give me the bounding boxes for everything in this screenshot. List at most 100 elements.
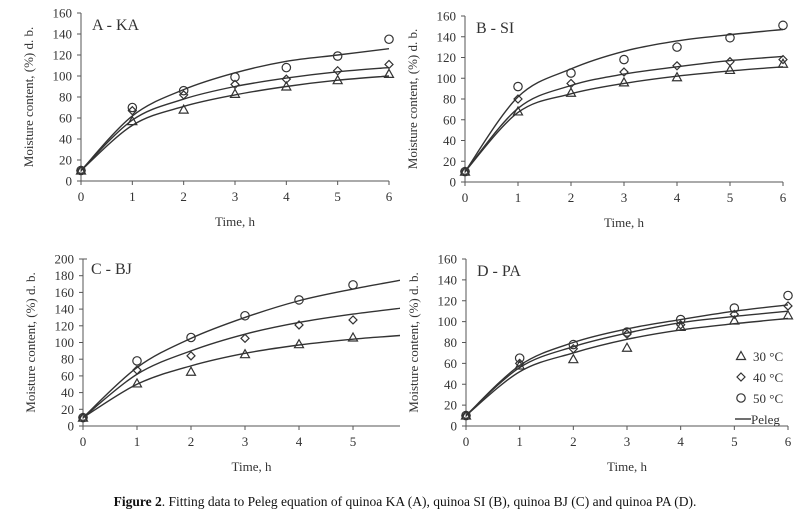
data-point-diamond: [729, 309, 740, 320]
peleg-fit-line: [81, 48, 389, 171]
data-point-circle: [672, 42, 682, 52]
legend: 30 °C 40 °C 50 °C Peleg: [735, 349, 783, 427]
x-tick-label: 0: [78, 189, 85, 204]
x-tick-label: 2: [180, 189, 187, 204]
x-tick-label: 4: [677, 434, 684, 449]
data-point-diamond: [778, 54, 788, 65]
x-tick-label: 6: [386, 189, 393, 204]
data-point-diamond: [513, 94, 523, 104]
y-tick-label: 160: [437, 9, 457, 24]
y-tick-label: 20: [443, 154, 456, 169]
y-tick-label: 100: [438, 314, 458, 329]
x-axis-label: Time, h: [215, 214, 255, 229]
peleg-fit-line: [465, 28, 783, 173]
x-tick-label: 6: [780, 190, 787, 205]
x-tick-label: 5: [334, 189, 341, 204]
y-axis-label: Moisture content, (%) d. b.: [23, 272, 38, 412]
y-tick-label: 80: [59, 90, 72, 105]
y-axis-label: Moisture content, (%) d. b.: [406, 272, 421, 412]
data-point-triangle: [782, 309, 794, 320]
panel-title: B - SI: [476, 20, 514, 37]
legend-label: 30 °C: [753, 349, 783, 364]
y-tick-label: 20: [59, 153, 72, 168]
peleg-fit-line: [83, 307, 400, 419]
data-point-circle: [622, 327, 632, 337]
data-point-triangle: [126, 115, 138, 126]
y-tick-label: 160: [438, 252, 458, 267]
y-tick-label: 140: [437, 29, 457, 44]
y-tick-label: 120: [437, 50, 457, 65]
data-point-diamond: [622, 329, 632, 339]
data-point-circle: [76, 165, 86, 176]
data-point-triangle: [671, 71, 683, 82]
x-tick-label: 2: [568, 190, 575, 205]
y-tick-label: 100: [53, 69, 73, 84]
data-point-triangle: [178, 103, 190, 114]
data-point-circle: [230, 72, 240, 82]
x-tick-label: 0: [462, 190, 469, 205]
y-axis-label: Moisture content, (%) d. b.: [405, 29, 420, 169]
data-point-circle: [566, 68, 576, 78]
y-tick-label: 20: [444, 398, 457, 413]
data-point-circle: [178, 85, 189, 96]
y-tick-label: 160: [55, 285, 75, 300]
data-point-circle: [619, 54, 629, 65]
data-point-circle: [729, 303, 740, 313]
x-tick-label: 0: [80, 434, 87, 449]
peleg-fit-line: [81, 66, 389, 171]
data-point-diamond: [186, 351, 196, 361]
data-point-diamond: [384, 59, 394, 70]
series-circle: [461, 290, 793, 421]
x-tick-label: 5: [731, 434, 738, 449]
series-circle: [76, 34, 394, 176]
data-point-triangle: [332, 74, 344, 85]
y-tick-label: 40: [59, 132, 72, 147]
y-tick-label: 40: [444, 377, 457, 392]
y-tick-label: 80: [443, 92, 456, 107]
y-tick-label: 140: [438, 272, 458, 287]
data-point-triangle: [239, 348, 251, 359]
data-point-triangle: [777, 58, 789, 68]
data-point-diamond: [332, 65, 343, 76]
x-tick-label: 4: [283, 189, 290, 204]
y-tick-label: 100: [437, 71, 457, 86]
panel-title: C - BJ: [91, 261, 132, 278]
data-point-triangle: [383, 68, 395, 79]
data-point-triangle: [724, 64, 736, 75]
y-tick-label: 60: [59, 111, 72, 126]
data-point-diamond: [294, 320, 304, 330]
data-point-diamond: [127, 105, 138, 116]
data-point-diamond: [736, 372, 746, 382]
data-point-diamond: [348, 315, 358, 325]
x-tick-label: 1: [516, 434, 523, 449]
x-tick-label: 4: [296, 434, 303, 449]
x-tick-label: 3: [242, 434, 249, 449]
x-tick-label: 5: [727, 190, 734, 205]
data-point-triangle: [131, 377, 143, 388]
panel-title: D - PA: [477, 263, 521, 280]
y-tick-label: 0: [451, 419, 458, 434]
x-tick-label: 0: [463, 434, 470, 449]
peleg-fit-line: [83, 334, 400, 419]
peleg-fit-line: [465, 66, 783, 173]
y-tick-label: 200: [55, 252, 75, 267]
data-point-triangle: [728, 314, 740, 325]
y-tick-label: 180: [55, 268, 75, 283]
x-tick-label: 1: [129, 189, 136, 204]
y-tick-label: 40: [61, 385, 74, 400]
legend-label: Peleg: [751, 412, 780, 427]
x-tick-label: 1: [515, 190, 522, 205]
data-point-triangle: [567, 353, 579, 364]
x-axis-label: Time, h: [232, 459, 272, 474]
data-point-circle: [675, 314, 686, 325]
data-point-triangle: [293, 338, 305, 349]
data-point-triangle: [618, 76, 630, 87]
data-point-circle: [725, 32, 735, 43]
data-point-circle: [78, 412, 88, 423]
series-circle: [78, 279, 400, 423]
chart-panel-4: 0 20 40 60 80 100 120 140 160 0 1 2 3 4 5 6 Time, h Moist…: [406, 252, 794, 474]
data-point-circle: [132, 356, 142, 366]
y-tick-label: 60: [61, 368, 74, 383]
